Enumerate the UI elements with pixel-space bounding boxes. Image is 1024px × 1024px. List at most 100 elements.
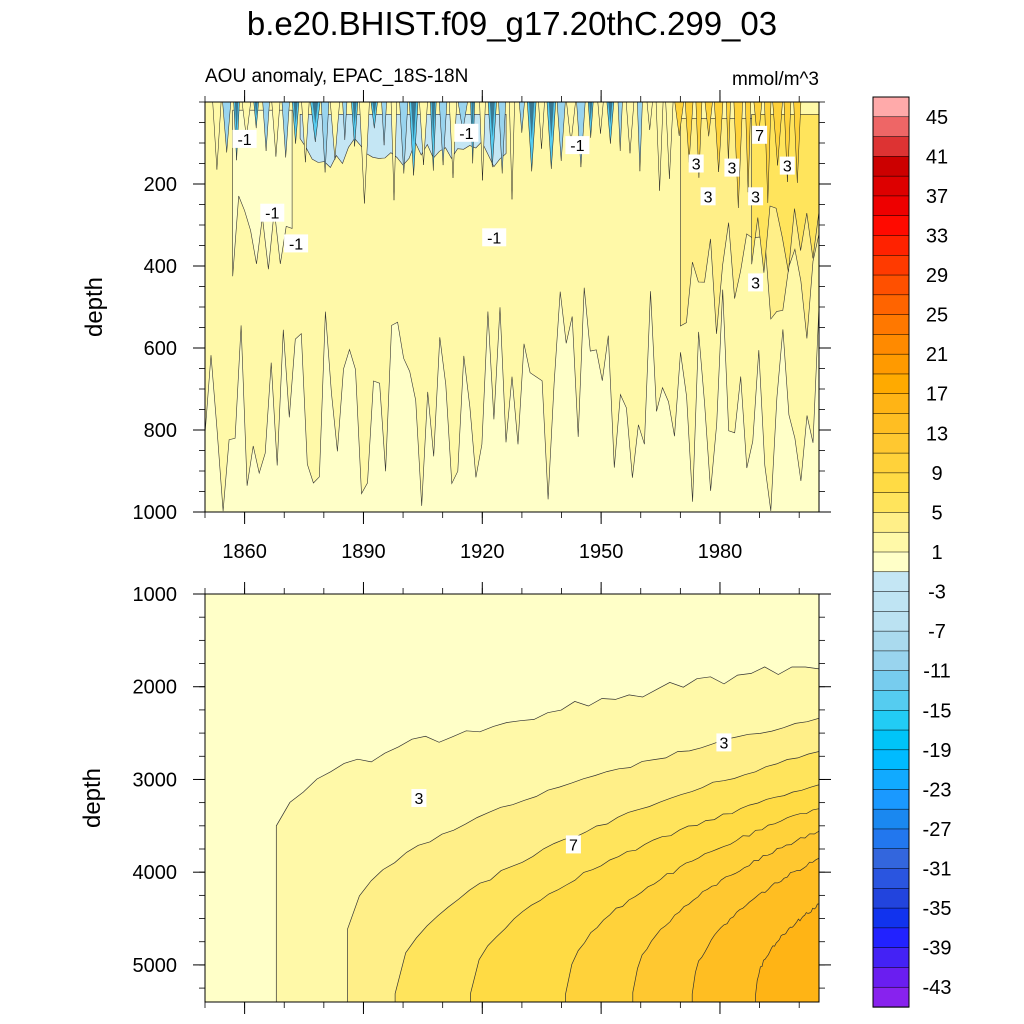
upper-spike-13 — [342, 102, 348, 140]
colorbar-swatch-28 — [872, 650, 910, 672]
colorbar-label-2: 37 — [926, 186, 948, 208]
colorbar-label-3: 33 — [926, 226, 948, 248]
colorbar-swatch-20 — [872, 492, 910, 514]
colorbar-label-8: 13 — [926, 423, 948, 445]
contour-label-0-6: 3 — [692, 157, 701, 174]
upper-spike-core-32 — [529, 102, 535, 141]
upper-spike-core-2 — [234, 102, 239, 134]
upper-y-axis: 200 400 600 800 1000 — [133, 101, 831, 524]
y-tick-label-1-1: 2000 — [133, 677, 178, 699]
colorbar-label-15: -15 — [923, 700, 952, 722]
colorbar-swatch-42 — [872, 927, 910, 949]
contour-label-box-1-1 — [411, 789, 427, 807]
y-tick-label-0-0: 200 — [144, 174, 177, 196]
colorbar-swatch-9 — [872, 274, 910, 296]
contour-label-0-1: -1 — [265, 206, 279, 223]
colorbar-swatch-21 — [872, 512, 910, 533]
upper-spike-11 — [320, 102, 330, 173]
y-tick-label-0-4: 1000 — [133, 502, 178, 524]
colorbar-swatch-24 — [872, 571, 910, 593]
colorbar-swatch-32 — [872, 729, 910, 751]
upper-y-axis-label: depth — [81, 277, 108, 337]
y-tick-label-0-2: 600 — [144, 338, 177, 360]
contour-label-box-0-0 — [232, 129, 257, 148]
lower-x-axis — [204, 582, 800, 1014]
colorbar-swatch-25 — [872, 591, 910, 613]
upper-spike-core-16 — [372, 102, 377, 117]
colorbar-swatch-2 — [872, 136, 910, 158]
contour-label-0-4: -1 — [487, 230, 501, 247]
upper-region-0 — [205, 102, 819, 512]
colorbar-swatch-39 — [872, 868, 910, 889]
colorbar-label-7: 17 — [926, 384, 948, 406]
colorbar-label-5: 25 — [926, 305, 948, 327]
y-tick-label-1-2: 3000 — [133, 769, 178, 791]
colorbar-label-6: 21 — [926, 344, 948, 366]
colorbar-label-18: -27 — [923, 819, 952, 841]
contour-label-1-1: 3 — [414, 791, 423, 808]
upper-spike-core-26 — [471, 102, 474, 136]
colorbar-label-9: 9 — [931, 463, 942, 485]
colorbar-swatch-8 — [872, 255, 910, 276]
colorbar-label-11: 1 — [931, 542, 942, 564]
lower-y-axis-label: depth — [79, 768, 106, 828]
upper-spike-core-34 — [548, 102, 554, 139]
colorbar-swatch-5 — [872, 195, 910, 217]
contour-label-box-0-7 — [700, 187, 716, 206]
upper-spike-0 — [212, 102, 222, 170]
upper-spike-18 — [390, 102, 398, 201]
contour-label-box-0-11 — [779, 156, 795, 175]
upper-spike-46 — [665, 102, 674, 179]
upper-spike-55 — [753, 102, 763, 143]
colorbar-swatch-16 — [872, 413, 910, 434]
contour-label-0-0: -1 — [237, 132, 251, 149]
contour-label-0-2: -1 — [289, 236, 303, 253]
y-tick-label-0-1: 400 — [144, 256, 177, 278]
lower-frame — [204, 593, 820, 1003]
colorbar-swatch-11 — [872, 314, 910, 336]
colorbar-label-17: -23 — [923, 779, 952, 801]
upper-spike-3 — [241, 102, 251, 138]
upper-spike-37 — [576, 102, 586, 168]
contour-label-box-0-9 — [748, 187, 764, 206]
upper-spike-core-40 — [608, 102, 613, 125]
colorbar-frame — [872, 96, 910, 1008]
upper-spike-53 — [733, 102, 743, 208]
upper-spike-45 — [655, 102, 664, 191]
contour-label-box-1-2 — [565, 835, 581, 854]
upper-spike-core-10 — [312, 102, 319, 124]
contour-label-1-0: 3 — [719, 735, 728, 752]
colorbar-swatch-38 — [872, 848, 910, 870]
upper-spike-21 — [419, 102, 428, 165]
colorbar-swatch-7 — [872, 235, 910, 256]
upper-spike-core-20 — [411, 102, 417, 143]
colorbar-label-22: -43 — [923, 977, 952, 999]
contour-label-box-0-3 — [454, 123, 479, 142]
upper-spike-core-4 — [254, 102, 258, 117]
colorbar-swatch-33 — [872, 749, 910, 771]
lower-plot-area — [205, 594, 819, 1002]
contour-label-1-2: 7 — [569, 837, 578, 854]
upper-spike-23 — [439, 102, 448, 166]
upper-spike-core-8 — [293, 102, 298, 125]
upper-spike-27 — [479, 102, 486, 181]
contour-label-box-0-10 — [752, 125, 768, 144]
upper-spike-54 — [745, 102, 752, 193]
contour-label-box-1-0 — [716, 733, 732, 752]
colorbar-swatch-0 — [872, 96, 910, 118]
colorbar-swatch-37 — [872, 828, 910, 850]
colorbar-label-21: -39 — [923, 938, 952, 960]
colorbar-swatch-23 — [872, 551, 910, 573]
upper-spike-15 — [359, 102, 370, 204]
upper-plot-area — [205, 102, 819, 512]
lower-panel: 3 3 7 1000 2000 3000 4000 5000 depth — [79, 582, 831, 1014]
upper-spike-9 — [301, 102, 310, 163]
colorbar-swatch-34 — [872, 769, 910, 791]
colorbar-swatch-40 — [872, 888, 910, 909]
colorbar-swatch-22 — [872, 531, 910, 553]
colorbar-swatch-4 — [872, 175, 910, 197]
colorbar-swatch-41 — [872, 907, 910, 929]
chart-subtitle: AOU anomaly, EPAC_18S-18N — [205, 66, 468, 87]
